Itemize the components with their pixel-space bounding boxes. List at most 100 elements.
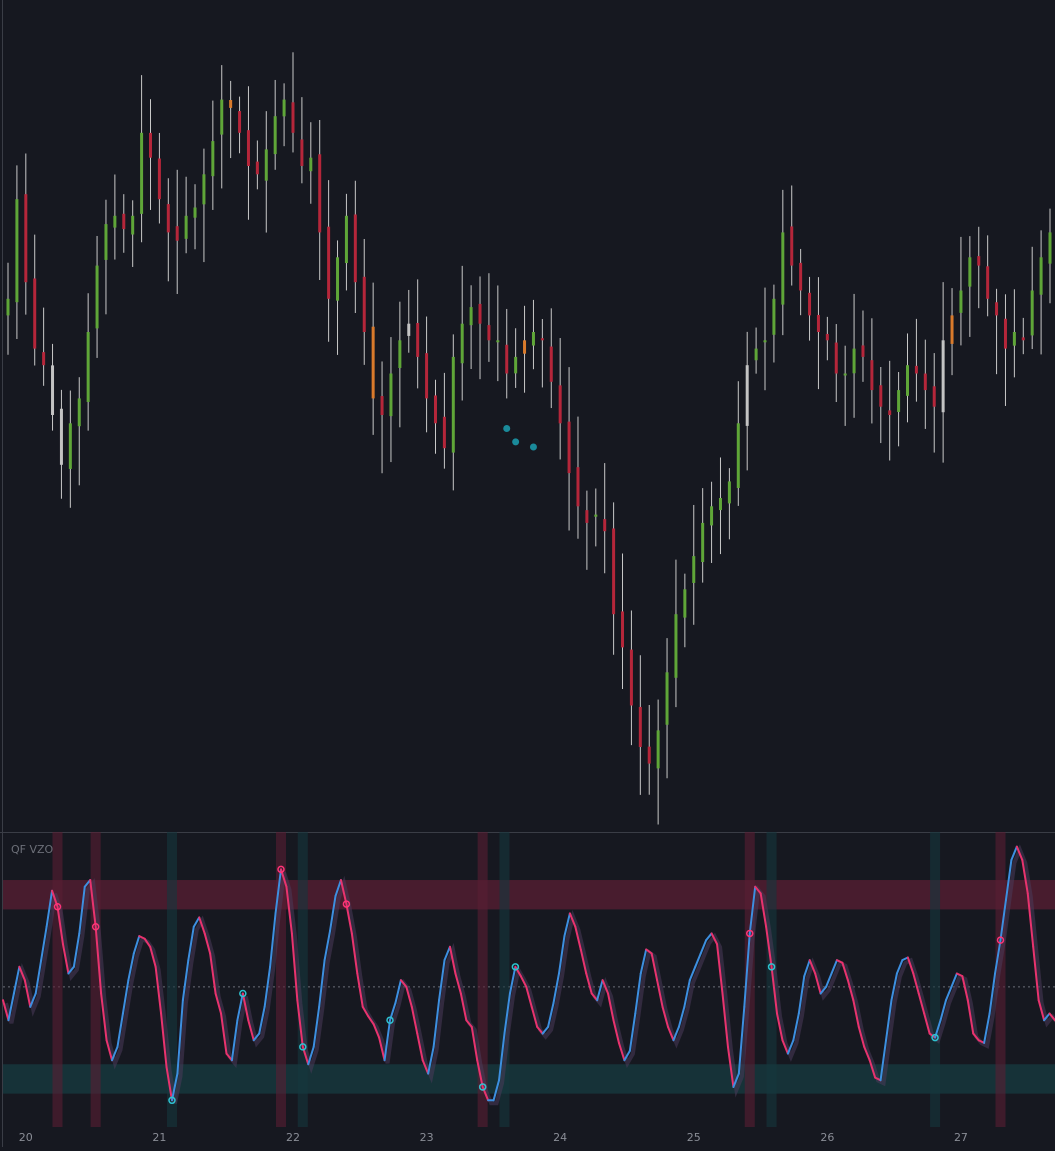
oscillator-segment: [699, 939, 708, 955]
oscillator-segment: [596, 979, 604, 1002]
oscillator-segment: [972, 1032, 980, 1042]
candle-body: [478, 303, 482, 324]
candle-body: [425, 353, 429, 399]
oscillator-segment: [454, 972, 462, 995]
oscillator-segment: [378, 1036, 386, 1062]
candle-body: [131, 215, 135, 235]
oscillator-segment: [650, 952, 659, 982]
trough-marker: [478, 1083, 487, 1091]
oscillator-segment: [18, 965, 26, 982]
candle-body: [407, 323, 411, 336]
candle-body: [594, 514, 598, 517]
candle-body: [647, 746, 651, 764]
candle-body: [656, 730, 660, 769]
oscillator-segment: [950, 972, 958, 988]
oscillator-segment: [547, 1001, 555, 1028]
candle-body: [558, 385, 562, 424]
oscillator-segment: [214, 992, 223, 1015]
oscillator-segment: [503, 992, 511, 1035]
oscillator-segment: [339, 879, 348, 906]
signal-band: [90, 832, 101, 1127]
oscillator-segment: [187, 925, 195, 962]
oscillator-segment: [906, 956, 915, 975]
candle-body: [362, 276, 366, 332]
candle-body: [834, 342, 838, 374]
trough-marker: [299, 1043, 307, 1051]
oscillator-segment: [994, 939, 1002, 975]
candle-body: [238, 111, 242, 133]
candle-body: [229, 100, 233, 108]
candle-body: [825, 333, 829, 341]
candle-body: [621, 611, 625, 648]
candle-body: [1012, 332, 1016, 346]
oscillator-segment: [1026, 892, 1035, 948]
oscillator-segment: [601, 979, 610, 995]
oscillator-pane[interactable]: QF VZO: [2, 832, 1055, 1127]
oscillator-segment: [590, 992, 599, 1002]
oscillator-segment: [814, 972, 822, 995]
candle-body: [371, 326, 375, 399]
oscillator-segment: [694, 952, 702, 968]
oscillator-segment: [89, 879, 97, 928]
oscillator-segment: [236, 992, 244, 1022]
peak-marker: [746, 929, 754, 938]
oscillator-segment: [61, 943, 70, 975]
candle-body: [327, 226, 331, 299]
oscillator-segment: [7, 992, 15, 1022]
oscillator-segment: [1010, 845, 1018, 862]
oscillator-segment: [307, 1045, 315, 1066]
oscillator-segment: [356, 972, 364, 1008]
oscillator-segment: [863, 1045, 871, 1062]
candle-body: [603, 519, 607, 532]
oscillator-segment: [759, 892, 768, 928]
candle-body: [576, 467, 580, 507]
oscillator-segment: [688, 965, 697, 982]
oscillator-segment: [83, 879, 92, 888]
signal-band: [766, 832, 777, 1127]
candle-body: [309, 157, 313, 172]
candle-body: [433, 395, 437, 424]
oscillator-segment: [372, 1023, 381, 1039]
oscillator-segment: [296, 999, 304, 1048]
candle-body: [701, 522, 705, 563]
candle-body: [638, 706, 642, 747]
trough-marker: [168, 1096, 176, 1105]
oscillator-segment: [879, 1039, 888, 1082]
candle-body: [505, 344, 509, 374]
candle-body: [843, 373, 847, 376]
candle-body: [1048, 232, 1052, 264]
price-pane[interactable]: [6, 52, 1052, 825]
oscillator-segment: [383, 1019, 392, 1062]
candle-body: [790, 226, 794, 266]
time-axis[interactable]: 20 21 22 23 24 25 26 27: [19, 1131, 968, 1144]
overbought-zone: [3, 880, 1055, 910]
oscillator-segment: [432, 999, 441, 1048]
trough-marker: [386, 1016, 394, 1024]
oscillator-segment: [285, 885, 293, 935]
oscillator-segment: [716, 943, 724, 995]
candle-body: [897, 390, 901, 412]
candle-body: [799, 262, 803, 291]
oscillator-segment: [901, 956, 909, 962]
oscillator-segment: [247, 1019, 255, 1042]
trough-marker: [931, 1033, 939, 1042]
candle-body: [727, 481, 731, 504]
candle-body: [674, 614, 678, 678]
candle-body: [175, 226, 179, 241]
oscillator-segment: [530, 1005, 539, 1028]
candle-body: [33, 278, 37, 349]
oscillator-segment: [149, 945, 157, 968]
candle-body: [531, 332, 535, 346]
oscillator-segment: [557, 935, 566, 975]
candle-body: [291, 102, 295, 133]
candle-body: [1030, 290, 1034, 336]
time-tick-label: 22: [286, 1131, 300, 1144]
candle-body: [950, 315, 954, 344]
oscillator-segment: [645, 948, 653, 955]
oscillator-segment: [525, 985, 533, 1008]
oscillator-segment: [748, 885, 757, 935]
oscillator-segment: [1032, 945, 1040, 1002]
candle-body: [77, 398, 81, 427]
candle-body: [389, 373, 393, 417]
candle-body: [754, 348, 758, 361]
